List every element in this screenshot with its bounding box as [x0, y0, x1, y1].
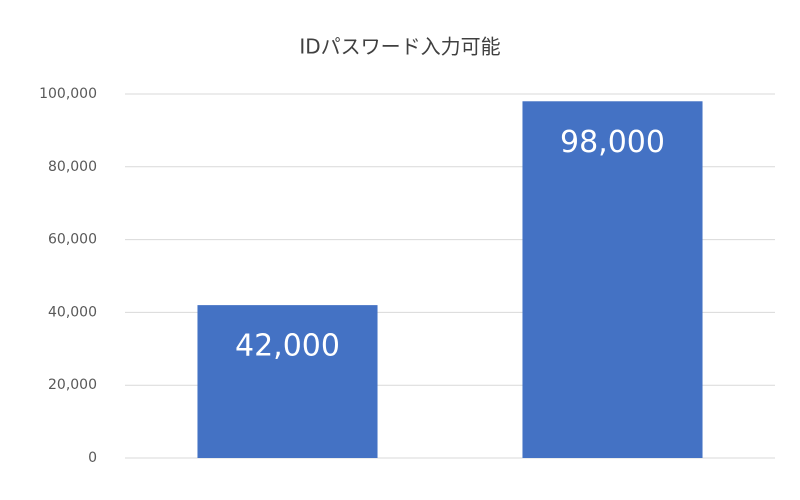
chart-title: IDパスワード入力可能	[299, 35, 500, 59]
y-tick-label: 20,000	[48, 377, 97, 393]
data-label: 98,000	[560, 125, 665, 160]
bar	[197, 305, 378, 458]
data-label: 42,000	[235, 329, 340, 364]
y-tick-label: 60,000	[48, 232, 97, 248]
y-tick-label: 100,000	[39, 86, 97, 102]
y-tick-label: 40,000	[48, 304, 97, 320]
bar	[522, 101, 703, 458]
y-tick-label: 0	[88, 450, 97, 466]
y-tick-label: 80,000	[48, 159, 97, 175]
